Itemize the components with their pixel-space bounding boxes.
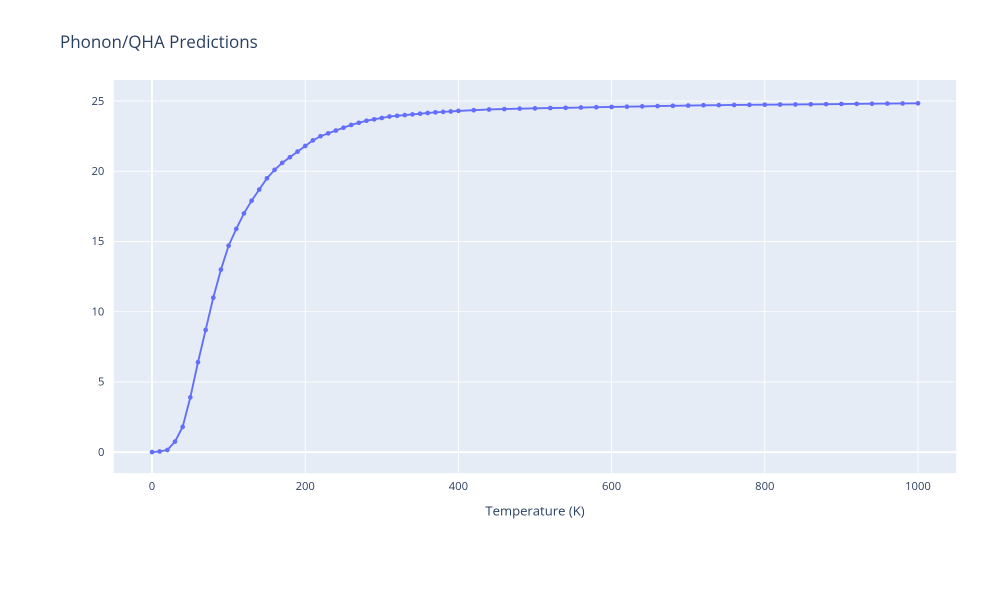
data-marker <box>686 103 691 108</box>
data-marker <box>885 101 890 106</box>
plot-bg <box>114 80 957 473</box>
data-marker <box>824 102 829 107</box>
x-tick-label: 200 <box>296 479 315 494</box>
data-marker <box>609 105 614 110</box>
data-marker <box>196 360 201 365</box>
data-marker <box>839 102 844 107</box>
data-marker <box>150 450 155 455</box>
x-tick-label: 1000 <box>905 479 931 494</box>
x-tick-label: 400 <box>449 479 468 494</box>
data-marker <box>517 106 522 111</box>
data-marker <box>579 105 584 110</box>
data-marker <box>793 102 798 107</box>
data-marker <box>203 328 208 333</box>
data-marker <box>402 113 407 118</box>
chart-title: Phonon/QHA Predictions <box>60 30 258 53</box>
data-marker <box>671 103 676 108</box>
data-marker <box>502 107 507 112</box>
data-marker <box>303 144 308 149</box>
data-marker <box>870 101 875 106</box>
data-marker <box>356 120 361 125</box>
data-marker <box>640 104 645 109</box>
data-marker <box>188 395 193 400</box>
data-marker <box>349 123 354 128</box>
data-marker <box>854 102 859 107</box>
data-marker <box>487 107 492 112</box>
data-marker <box>716 103 721 108</box>
data-marker <box>701 103 706 108</box>
data-marker <box>410 112 415 117</box>
data-marker <box>900 101 905 106</box>
data-marker <box>265 176 270 181</box>
x-tick-label: 0 <box>149 479 155 494</box>
data-marker <box>916 101 921 106</box>
data-marker <box>157 449 162 454</box>
data-marker <box>433 110 438 115</box>
data-marker <box>311 138 316 143</box>
data-marker <box>625 104 630 109</box>
data-marker <box>762 102 767 107</box>
x-tick-label: 600 <box>602 479 621 494</box>
data-marker <box>441 110 446 115</box>
data-marker <box>655 104 660 109</box>
data-marker <box>594 105 599 110</box>
data-marker <box>334 128 339 133</box>
data-marker <box>548 106 553 111</box>
data-marker <box>456 109 461 114</box>
data-marker <box>471 108 476 113</box>
data-marker <box>778 102 783 107</box>
data-marker <box>341 125 346 130</box>
data-marker <box>249 198 254 203</box>
data-marker <box>180 425 185 430</box>
data-marker <box>295 149 300 154</box>
data-marker <box>379 116 384 121</box>
y-tick-label: 15 <box>92 234 105 249</box>
data-marker <box>211 295 216 300</box>
chart-svg: 0 200 400 600 800 1000 0 5 10 15 20 25 Temperature (… <box>85 80 985 520</box>
data-marker <box>808 102 813 107</box>
data-marker <box>219 267 224 272</box>
data-marker <box>280 161 285 166</box>
x-tick-label: 800 <box>755 479 774 494</box>
data-marker <box>165 448 170 453</box>
y-tick-label: 0 <box>98 445 104 460</box>
y-tick-label: 25 <box>92 94 105 109</box>
chart-container: Phonon/QHA Predictions 02004006008001000… <box>0 0 1000 600</box>
x-axis-title: Temperature (K) <box>485 501 584 519</box>
data-marker <box>563 105 568 110</box>
data-marker <box>318 134 323 139</box>
data-marker <box>372 117 377 122</box>
data-marker <box>448 109 453 114</box>
y-tick-label: 10 <box>92 304 105 319</box>
data-marker <box>425 111 430 116</box>
data-marker <box>533 106 538 111</box>
y-tick-label: 20 <box>92 164 105 179</box>
data-marker <box>272 168 277 173</box>
data-marker <box>732 103 737 108</box>
data-marker <box>418 111 423 116</box>
data-marker <box>242 211 247 216</box>
y-tick-label: 5 <box>98 375 104 390</box>
data-marker <box>387 114 392 119</box>
data-marker <box>364 118 369 123</box>
data-marker <box>257 187 262 192</box>
data-marker <box>288 155 293 160</box>
data-marker <box>326 131 331 136</box>
data-marker <box>226 243 231 248</box>
data-marker <box>234 227 239 232</box>
data-marker <box>747 103 752 108</box>
data-marker <box>173 439 178 444</box>
data-marker <box>395 113 400 118</box>
